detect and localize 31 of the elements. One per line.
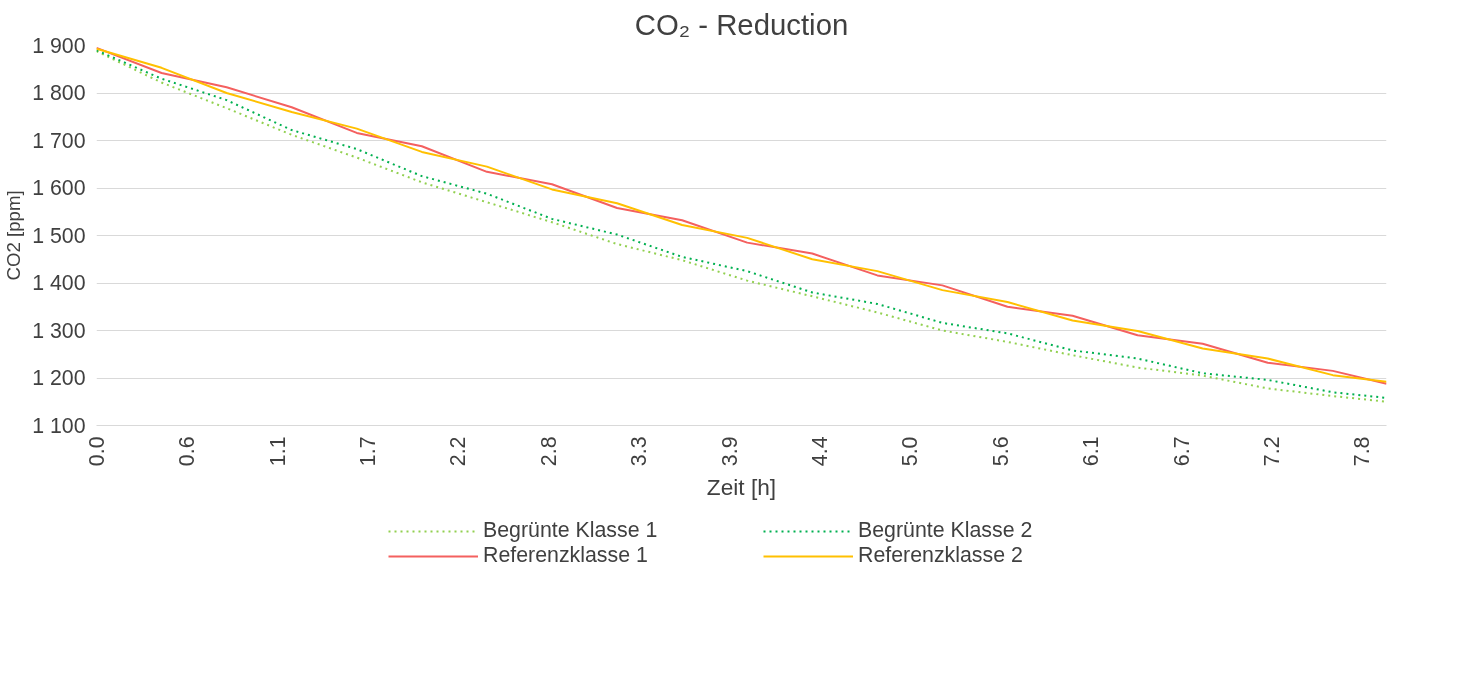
x-tick-label: 2.2 [446, 436, 471, 467]
x-tick-label: 1.1 [265, 436, 290, 467]
legend-label: Begrünte Klasse 2 [858, 518, 1034, 543]
x-tick-label: 3.3 [627, 436, 652, 467]
x-tick-label: 0.6 [175, 436, 200, 467]
x-tick-label: 5.0 [898, 436, 923, 467]
y-tick-label: 1 900 [32, 33, 86, 58]
x-tick-label: 1.7 [356, 436, 381, 467]
y-tick-label: 1 600 [32, 176, 86, 200]
y-tick-label: 1 300 [32, 318, 86, 343]
x-tick-label: 3.9 [717, 436, 742, 467]
x-tick-label: 6.1 [1079, 436, 1104, 467]
y-tick-label: 1 800 [32, 81, 86, 105]
legend-label: Referenzklasse 1 [483, 543, 649, 568]
x-tick-label: 6.7 [1169, 436, 1194, 467]
y-tick-label: 1 100 [32, 413, 86, 438]
chart-title: CO₂ - Reduction [634, 7, 849, 41]
x-tick-label: 7.2 [1259, 436, 1284, 467]
legend-label: Referenzklasse 2 [858, 543, 1024, 568]
y-tick-label: 1 400 [32, 271, 86, 295]
y-tick-label: 1 700 [32, 128, 86, 153]
y-tick-label: 1 200 [32, 366, 86, 390]
x-axis-title: Zeit [h] [706, 474, 777, 501]
x-tick-label: 7.8 [1350, 436, 1375, 467]
legend-label: Begrünte Klasse 1 [483, 518, 659, 543]
y-axis-title: CO2 [ppm] [3, 190, 25, 281]
y-tick-label: 1 500 [32, 223, 86, 248]
x-tick-label: 0.0 [85, 436, 109, 467]
x-tick-label: 5.6 [988, 436, 1013, 467]
x-tick-label: 2.8 [536, 436, 561, 467]
x-tick-label: 4.4 [807, 436, 832, 467]
